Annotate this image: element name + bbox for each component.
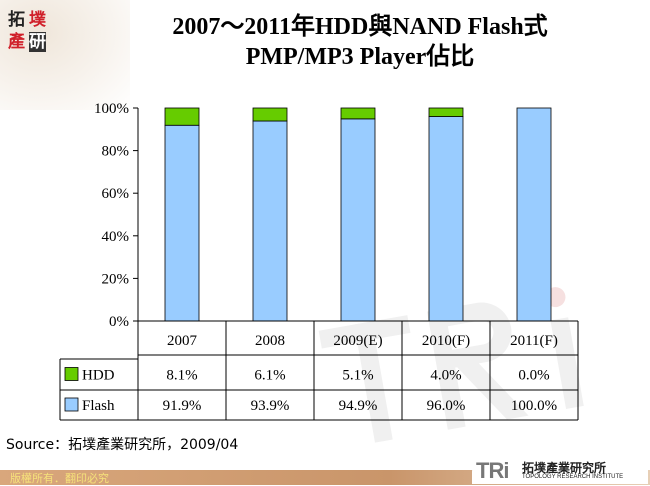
- data-label: 5.1%: [342, 368, 373, 384]
- logo: 拓 墣 產 研: [8, 10, 46, 52]
- bar-hdd: [428, 107, 464, 117]
- category-label: 2007: [167, 333, 198, 349]
- background-map: [0, 0, 130, 110]
- y-tick-label: 20%: [102, 271, 130, 287]
- category-label: 2011(F): [510, 333, 558, 349]
- bar-hdd: [340, 107, 376, 120]
- bar-flash: [428, 116, 464, 322]
- category-label: 2010(F): [422, 333, 470, 349]
- bar-hdd: [164, 107, 200, 126]
- chart: 0% 20% 40% 60% 80% 100% 2007 2008 2009(E) 2010(F)…: [59, 101, 579, 421]
- legend-label: HDD: [82, 368, 115, 384]
- legend-key-hdd: [64, 367, 79, 381]
- bar-flash: [252, 120, 288, 322]
- data-label: 93.9%: [251, 398, 290, 414]
- legend-label: Flash: [82, 398, 115, 414]
- bar-hdd: [252, 107, 288, 122]
- bar-flash: [340, 118, 376, 322]
- y-tick-label: 100%: [94, 101, 129, 117]
- bar-flash: [164, 124, 200, 322]
- y-tick-label: 60%: [102, 186, 130, 202]
- legend-key-flash: [64, 397, 79, 412]
- data-label: 8.1%: [166, 368, 197, 384]
- data-label: 100.0%: [511, 398, 557, 414]
- data-label: 0.0%: [518, 368, 549, 384]
- copyright-text: 版權所有．翻印必究: [10, 472, 109, 485]
- bar-flash: [516, 107, 552, 322]
- category-label: 2008: [255, 333, 285, 349]
- y-tick-label: 0%: [109, 314, 129, 330]
- brand-logo: TRi 拓墣產業研究所 TOPOLOGY RESEARCH INSTITUTE: [472, 458, 648, 484]
- chart-title: 2007～2011年HDD與NAND Flash式 PMP/MP3 Player…: [172, 14, 548, 70]
- source-note: Source：拓墣產業研究所，2009/04: [6, 437, 239, 453]
- data-label: 96.0%: [427, 398, 466, 414]
- data-label: 6.1%: [254, 368, 285, 384]
- y-tick-label: 40%: [102, 229, 130, 245]
- data-label: 91.9%: [163, 398, 202, 414]
- data-label: 94.9%: [339, 398, 378, 414]
- category-label: 2009(E): [333, 333, 382, 349]
- y-tick-label: 80%: [102, 144, 130, 160]
- data-label: 4.0%: [430, 368, 461, 384]
